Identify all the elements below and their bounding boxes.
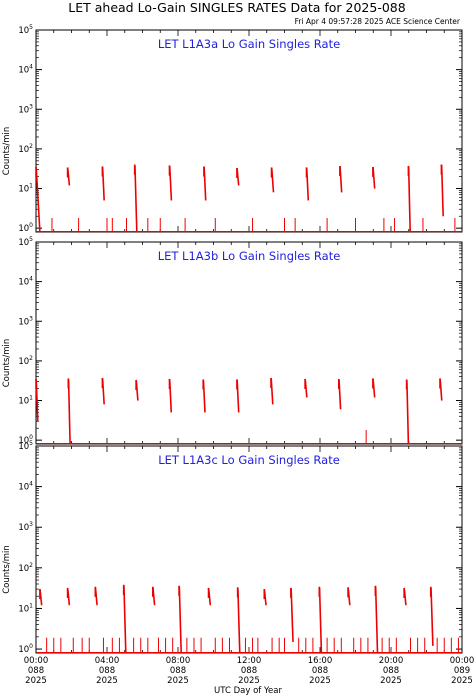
x-tick-label: 2025 (25, 676, 47, 686)
rate-peak (122, 584, 127, 654)
y-tick-label: 100 (18, 434, 33, 446)
y-tick-label: 100 (18, 222, 33, 234)
x-tick-label: 2025 (96, 676, 118, 686)
rate-peak (133, 164, 138, 233)
rate-peak (374, 585, 379, 654)
data-series (35, 164, 461, 233)
x-tick-label: 088 (241, 666, 257, 676)
rate-peak (178, 585, 182, 654)
y-tick-label: 101 (18, 183, 33, 195)
data-series (37, 584, 461, 654)
x-tick-label: 08:00 (166, 656, 191, 666)
figure-title: LET ahead Lo-Gain SINGLES RATES Data for… (68, 0, 405, 15)
x-tick-label: 088 (99, 666, 115, 676)
x-tick-label: 00:00 (450, 656, 475, 666)
y-axis-title: Counts/min (2, 339, 12, 388)
y-tick-label: 102 (18, 562, 33, 574)
x-tick-label: 2025 (380, 676, 402, 686)
x-tick-label: 04:00 (95, 656, 120, 666)
x-tick-label: 2025 (309, 676, 331, 686)
x-tick-label: 12:00 (237, 656, 262, 666)
x-tick-label: 2025 (451, 676, 473, 686)
panel-title: LET L1A3a Lo Gain Singles Rate (158, 37, 340, 51)
y-tick-label: 102 (18, 143, 33, 155)
y-tick-label: 103 (18, 521, 33, 533)
plot-frame (35, 241, 463, 445)
y-tick-label: 102 (18, 355, 33, 367)
timestamp-label: Fri Apr 4 09:57:28 2025 ACE Science Cent… (295, 17, 461, 26)
y-tick-label: 105 (18, 236, 33, 248)
y-tick-label: 104 (18, 64, 33, 76)
y-tick-label: 104 (18, 481, 33, 493)
x-tick-label: 088 (312, 666, 328, 676)
y-tick-label: 105 (18, 24, 33, 36)
x-tick-label: 088 (383, 666, 399, 676)
x-tick-label: 16:00 (308, 656, 333, 666)
x-tick-label: 20:00 (379, 656, 404, 666)
y-tick-label: 104 (18, 276, 33, 288)
x-tick-label: 089 (454, 666, 470, 676)
panel-title: LET L1A3b Lo Gain Singles Rate (158, 249, 341, 263)
panel-3: 100 101 102 103 104 105 Counts/min LET L1A3c Lo… (2, 440, 463, 655)
y-tick-label: 100 (18, 643, 33, 655)
panel-2: 100 101 102 103 104 105 Counts/min LET L1A3b Lo… (2, 236, 463, 446)
x-tick-label: 2025 (167, 676, 189, 686)
x-axis-labels: 00:00088202504:00088202508:00088202512:0… (24, 656, 475, 686)
x-axis-title: UTC Day of Year (214, 686, 282, 696)
x-tick-label: 00:00 (24, 656, 49, 666)
panel-1: 100 101 102 103 104 105 Counts/min LET L1A3a Lo… (2, 24, 463, 234)
panel-title: LET L1A3c Lo Gain Singles Rate (158, 453, 340, 467)
x-tick-label: 088 (28, 666, 44, 676)
y-axis-title: Counts/min (2, 545, 12, 594)
y-axis-title: Counts/min (2, 127, 12, 176)
panels-group: 100 101 102 103 104 105 Counts/min LET L1A3a Lo… (2, 24, 463, 655)
y-tick-label: 103 (18, 315, 33, 327)
x-tick-label: 088 (170, 666, 186, 676)
y-tick-label: 103 (18, 103, 33, 115)
data-series (35, 377, 461, 445)
plot-frame (35, 29, 463, 233)
y-tick-label: 105 (18, 440, 33, 452)
y-tick-label: 101 (18, 602, 33, 614)
x-tick-label: 2025 (238, 676, 260, 686)
plot-frame (35, 445, 463, 654)
y-tick-label: 101 (18, 395, 33, 407)
